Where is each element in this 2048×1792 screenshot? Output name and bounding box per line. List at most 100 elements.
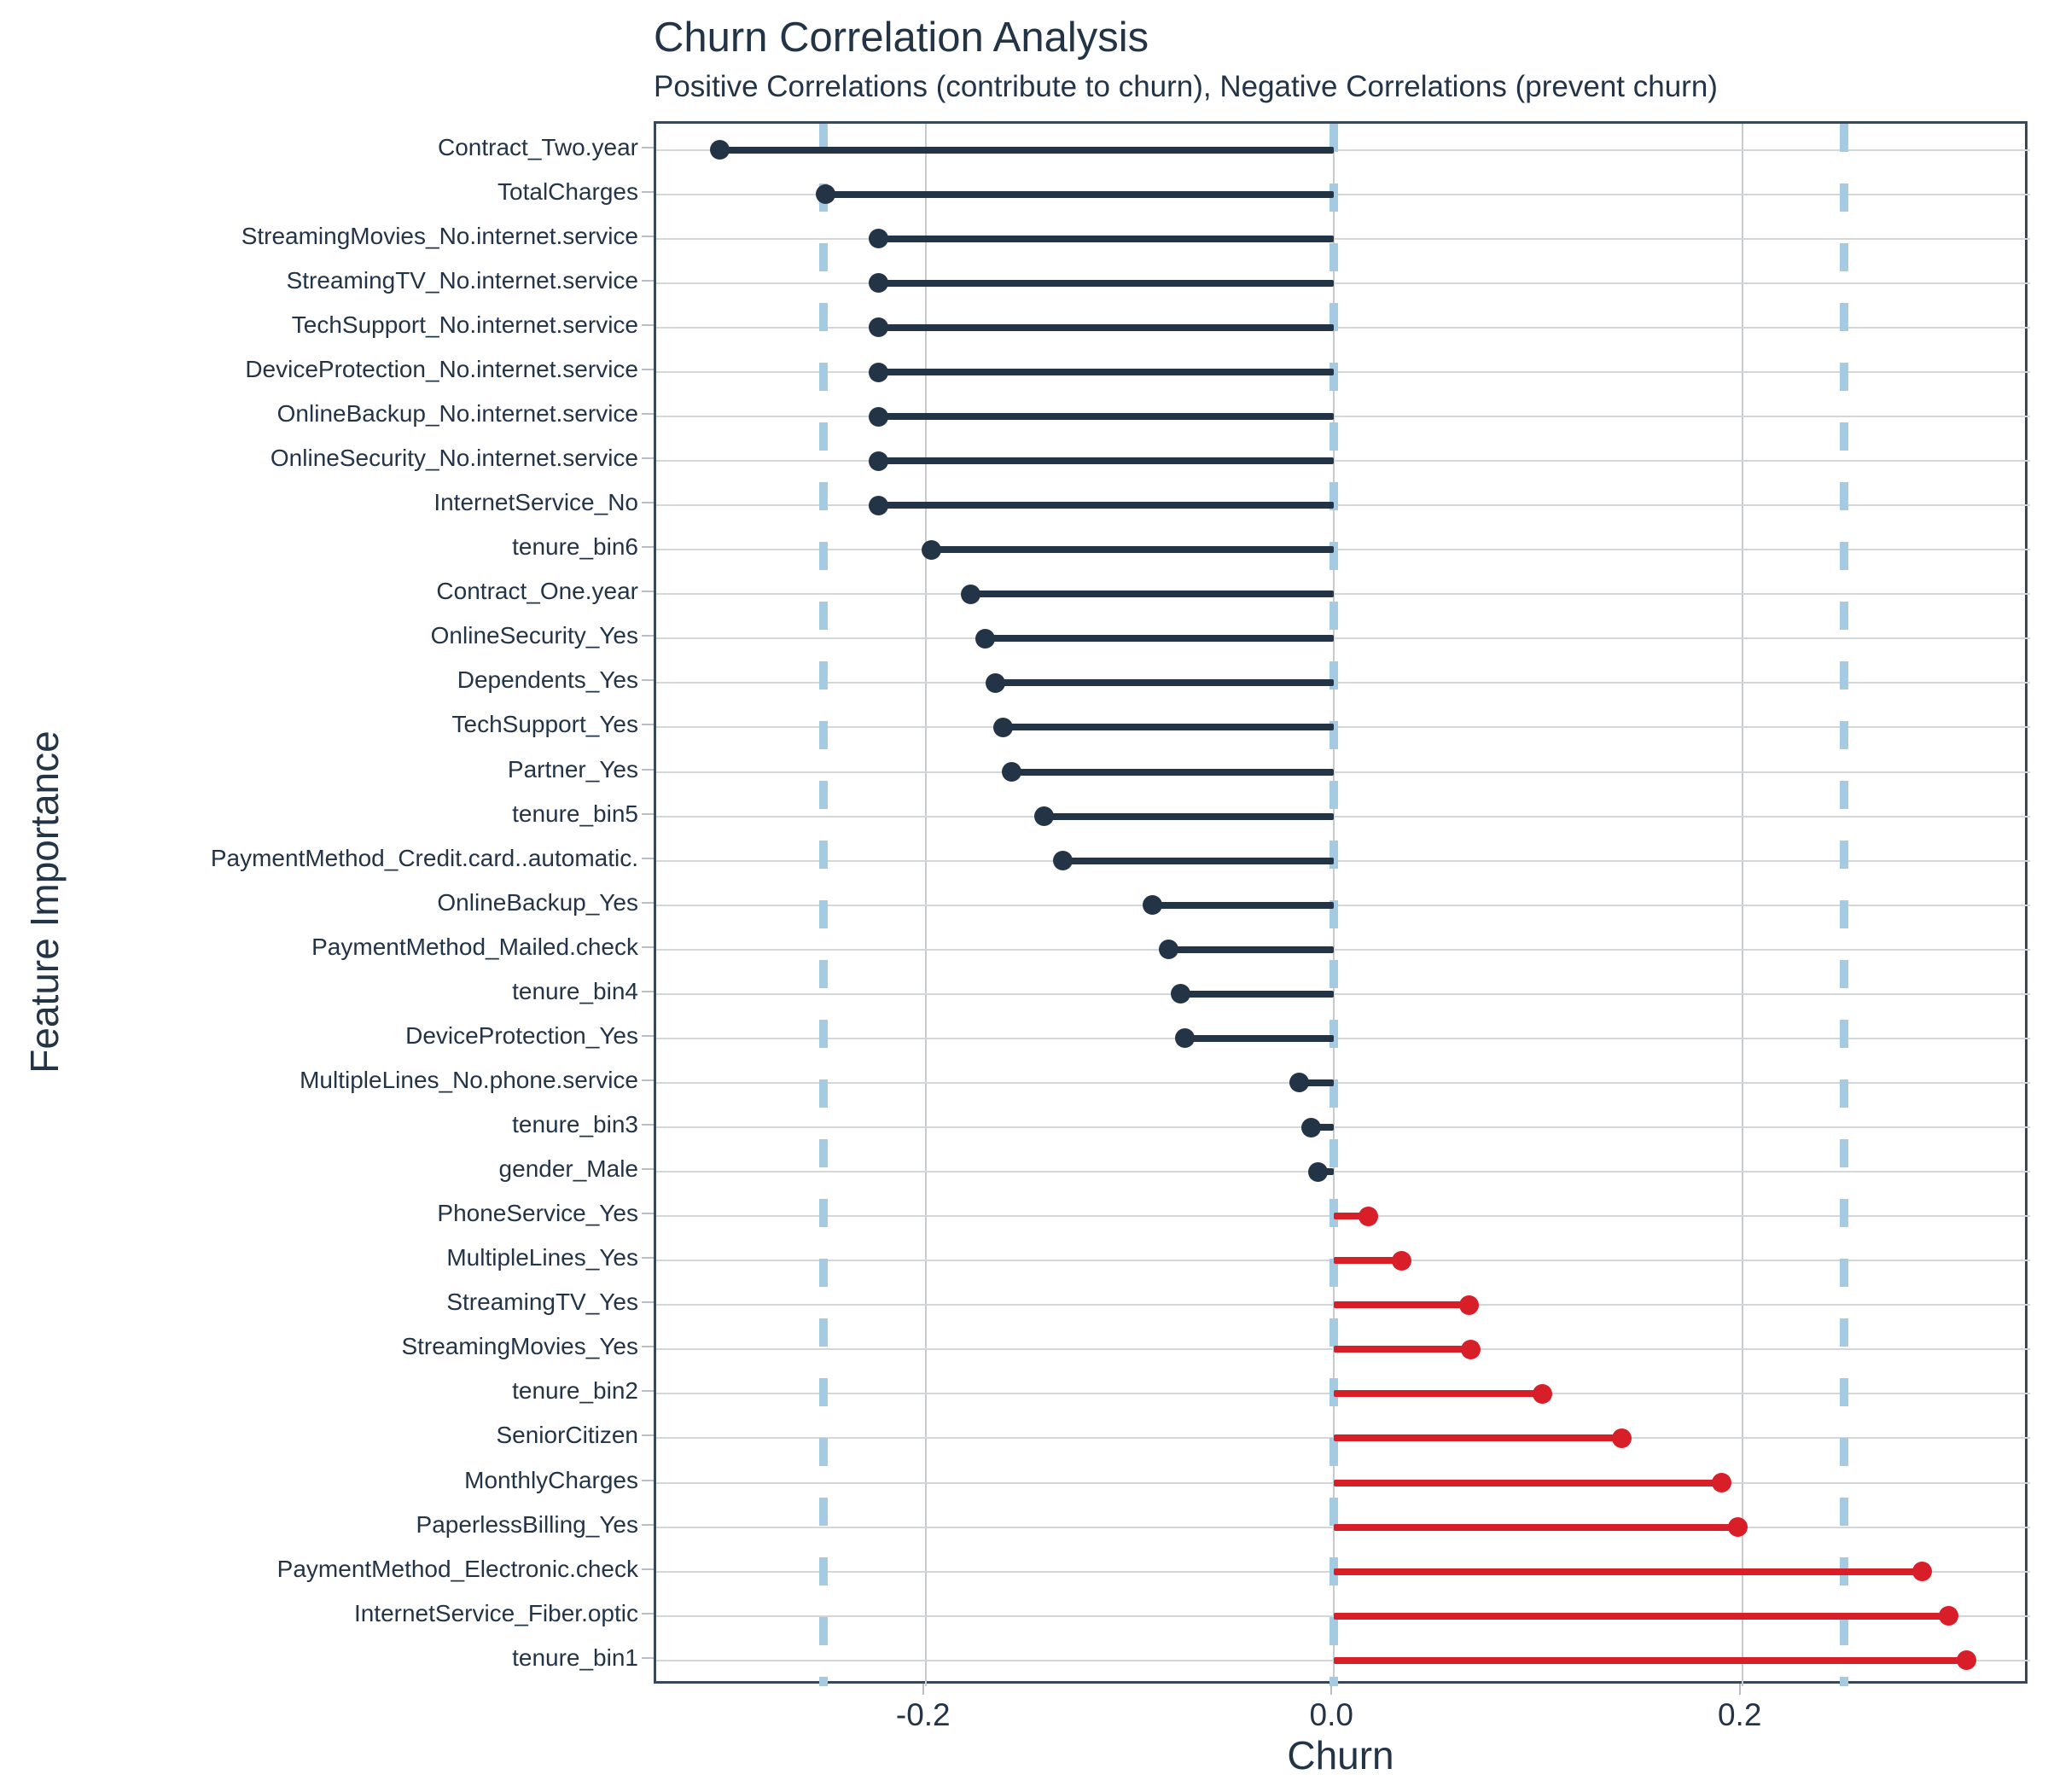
y-tick xyxy=(642,1568,654,1570)
gridline-horizontal xyxy=(656,1081,2030,1084)
lollipop-dot xyxy=(993,717,1014,737)
lollipop-stem xyxy=(1334,1213,1369,1220)
lollipop-dot xyxy=(985,672,1005,693)
y-tick xyxy=(642,1656,654,1659)
x-tick-label: 0.0 xyxy=(1309,1697,1353,1732)
lollipop-stem xyxy=(1334,1301,1469,1309)
lollipop-dot xyxy=(922,539,942,560)
lollipop-dot xyxy=(869,406,889,427)
y-tick-label: tenure_bin4 xyxy=(512,977,638,1004)
x-tick-label: 0.2 xyxy=(1717,1697,1762,1732)
lollipop-dot xyxy=(709,140,730,160)
lollipop-stem xyxy=(1044,812,1335,820)
y-tick xyxy=(642,1479,654,1481)
gridline-horizontal xyxy=(656,815,2030,817)
lollipop-dot xyxy=(1001,762,1021,783)
reference-line xyxy=(1840,124,1849,1686)
y-tick xyxy=(642,1257,654,1260)
gridline-horizontal xyxy=(656,193,2030,195)
y-tick xyxy=(642,768,654,771)
lollipop-dot xyxy=(1359,1206,1379,1226)
y-tick-label: PhoneService_Yes xyxy=(437,1200,638,1227)
y-tick xyxy=(642,945,654,948)
lollipop-dot xyxy=(869,273,889,294)
x-tick xyxy=(922,1684,924,1695)
y-tick xyxy=(642,413,654,416)
gridline-horizontal xyxy=(656,416,2030,418)
x-axis-title: Churn xyxy=(1287,1733,1394,1777)
y-tick-label: tenure_bin3 xyxy=(512,1111,638,1138)
gridline-horizontal xyxy=(656,282,2030,284)
lollipop-stem xyxy=(878,413,1335,421)
plot-panel xyxy=(654,121,2030,1686)
gridline-horizontal xyxy=(656,948,2030,951)
y-tick-label: StreamingMovies_No.internet.service xyxy=(241,222,638,249)
lollipop-stem xyxy=(1184,1034,1335,1042)
lollipop-dot xyxy=(1728,1517,1748,1538)
lollipop-dot xyxy=(1911,1562,1932,1582)
gridline-horizontal xyxy=(656,504,2030,507)
y-tick-label: tenure_bin6 xyxy=(512,533,638,561)
lollipop-stem xyxy=(878,279,1335,287)
y-tick xyxy=(642,812,654,815)
gridline-horizontal xyxy=(656,1126,2030,1129)
gridline-horizontal xyxy=(656,1171,2030,1173)
y-tick xyxy=(642,502,654,504)
y-tick-label: InternetService_No xyxy=(433,489,638,516)
y-tick xyxy=(642,1034,654,1037)
lollipop-dot xyxy=(1712,1473,1732,1492)
gridline-horizontal xyxy=(656,326,2030,329)
lollipop-stem xyxy=(985,635,1335,643)
y-tick xyxy=(642,546,654,549)
chart-title: Churn Correlation Analysis xyxy=(654,15,1149,61)
y-tick xyxy=(642,635,654,637)
y-tick-label: PaymentMethod_Credit.card..automatic. xyxy=(210,844,638,871)
lollipop-dot xyxy=(1391,1250,1411,1271)
y-tick-label: PaymentMethod_Electronic.check xyxy=(276,1555,638,1582)
lollipop-stem xyxy=(1299,1079,1335,1086)
lollipop-stem xyxy=(1334,1390,1543,1398)
y-tick xyxy=(642,1301,654,1304)
gridline-horizontal xyxy=(656,371,2030,373)
chart-subtitle: Positive Correlations (contribute to chu… xyxy=(654,70,1718,103)
y-tick-label: tenure_bin1 xyxy=(512,1644,638,1671)
x-tick xyxy=(1330,1684,1333,1695)
y-tick-label: Partner_Yes xyxy=(507,755,638,783)
y-tick-label: DeviceProtection_No.internet.service xyxy=(245,356,638,382)
lollipop-dot xyxy=(960,584,980,604)
y-tick-label: StreamingTV_Yes xyxy=(446,1289,638,1316)
y-tick-label: MultipleLines_Yes xyxy=(446,1244,638,1271)
y-tick xyxy=(642,190,654,193)
lollipop-stem xyxy=(825,190,1335,198)
lollipop-dot xyxy=(1458,1295,1479,1315)
gridline-horizontal xyxy=(656,992,2030,995)
lollipop-dot xyxy=(869,317,889,338)
y-tick xyxy=(642,1079,654,1081)
lollipop-stem xyxy=(1334,1523,1738,1531)
lollipop-dot xyxy=(1289,1073,1310,1093)
lollipop-stem xyxy=(878,457,1335,465)
gridline-horizontal xyxy=(656,148,2030,151)
y-tick-label: TechSupport_Yes xyxy=(451,711,638,738)
gridline-horizontal xyxy=(656,237,2030,240)
x-tick xyxy=(1738,1684,1741,1695)
y-tick-label: InternetService_Fiber.optic xyxy=(353,1599,638,1626)
lollipop-stem xyxy=(1334,1434,1622,1442)
y-tick xyxy=(642,1434,654,1437)
lollipop-dot xyxy=(869,362,889,382)
y-tick-label: Contract_One.year xyxy=(436,578,638,605)
lollipop-stem xyxy=(878,323,1335,331)
reference-line xyxy=(819,124,829,1686)
gridline-horizontal xyxy=(656,549,2030,551)
y-tick-label: tenure_bin5 xyxy=(512,800,638,827)
lollipop-dot xyxy=(1307,1161,1328,1182)
y-tick-label: SeniorCitizen xyxy=(496,1422,638,1449)
lollipop-stem xyxy=(1152,901,1335,909)
y-tick xyxy=(642,679,654,682)
y-tick-label: DeviceProtection_Yes xyxy=(405,1021,638,1049)
y-tick-label: OnlineBackup_No.internet.service xyxy=(276,400,638,428)
lollipop-stem xyxy=(1011,768,1335,776)
y-tick-label: OnlineBackup_Yes xyxy=(437,888,638,916)
lollipop-stem xyxy=(995,679,1335,687)
